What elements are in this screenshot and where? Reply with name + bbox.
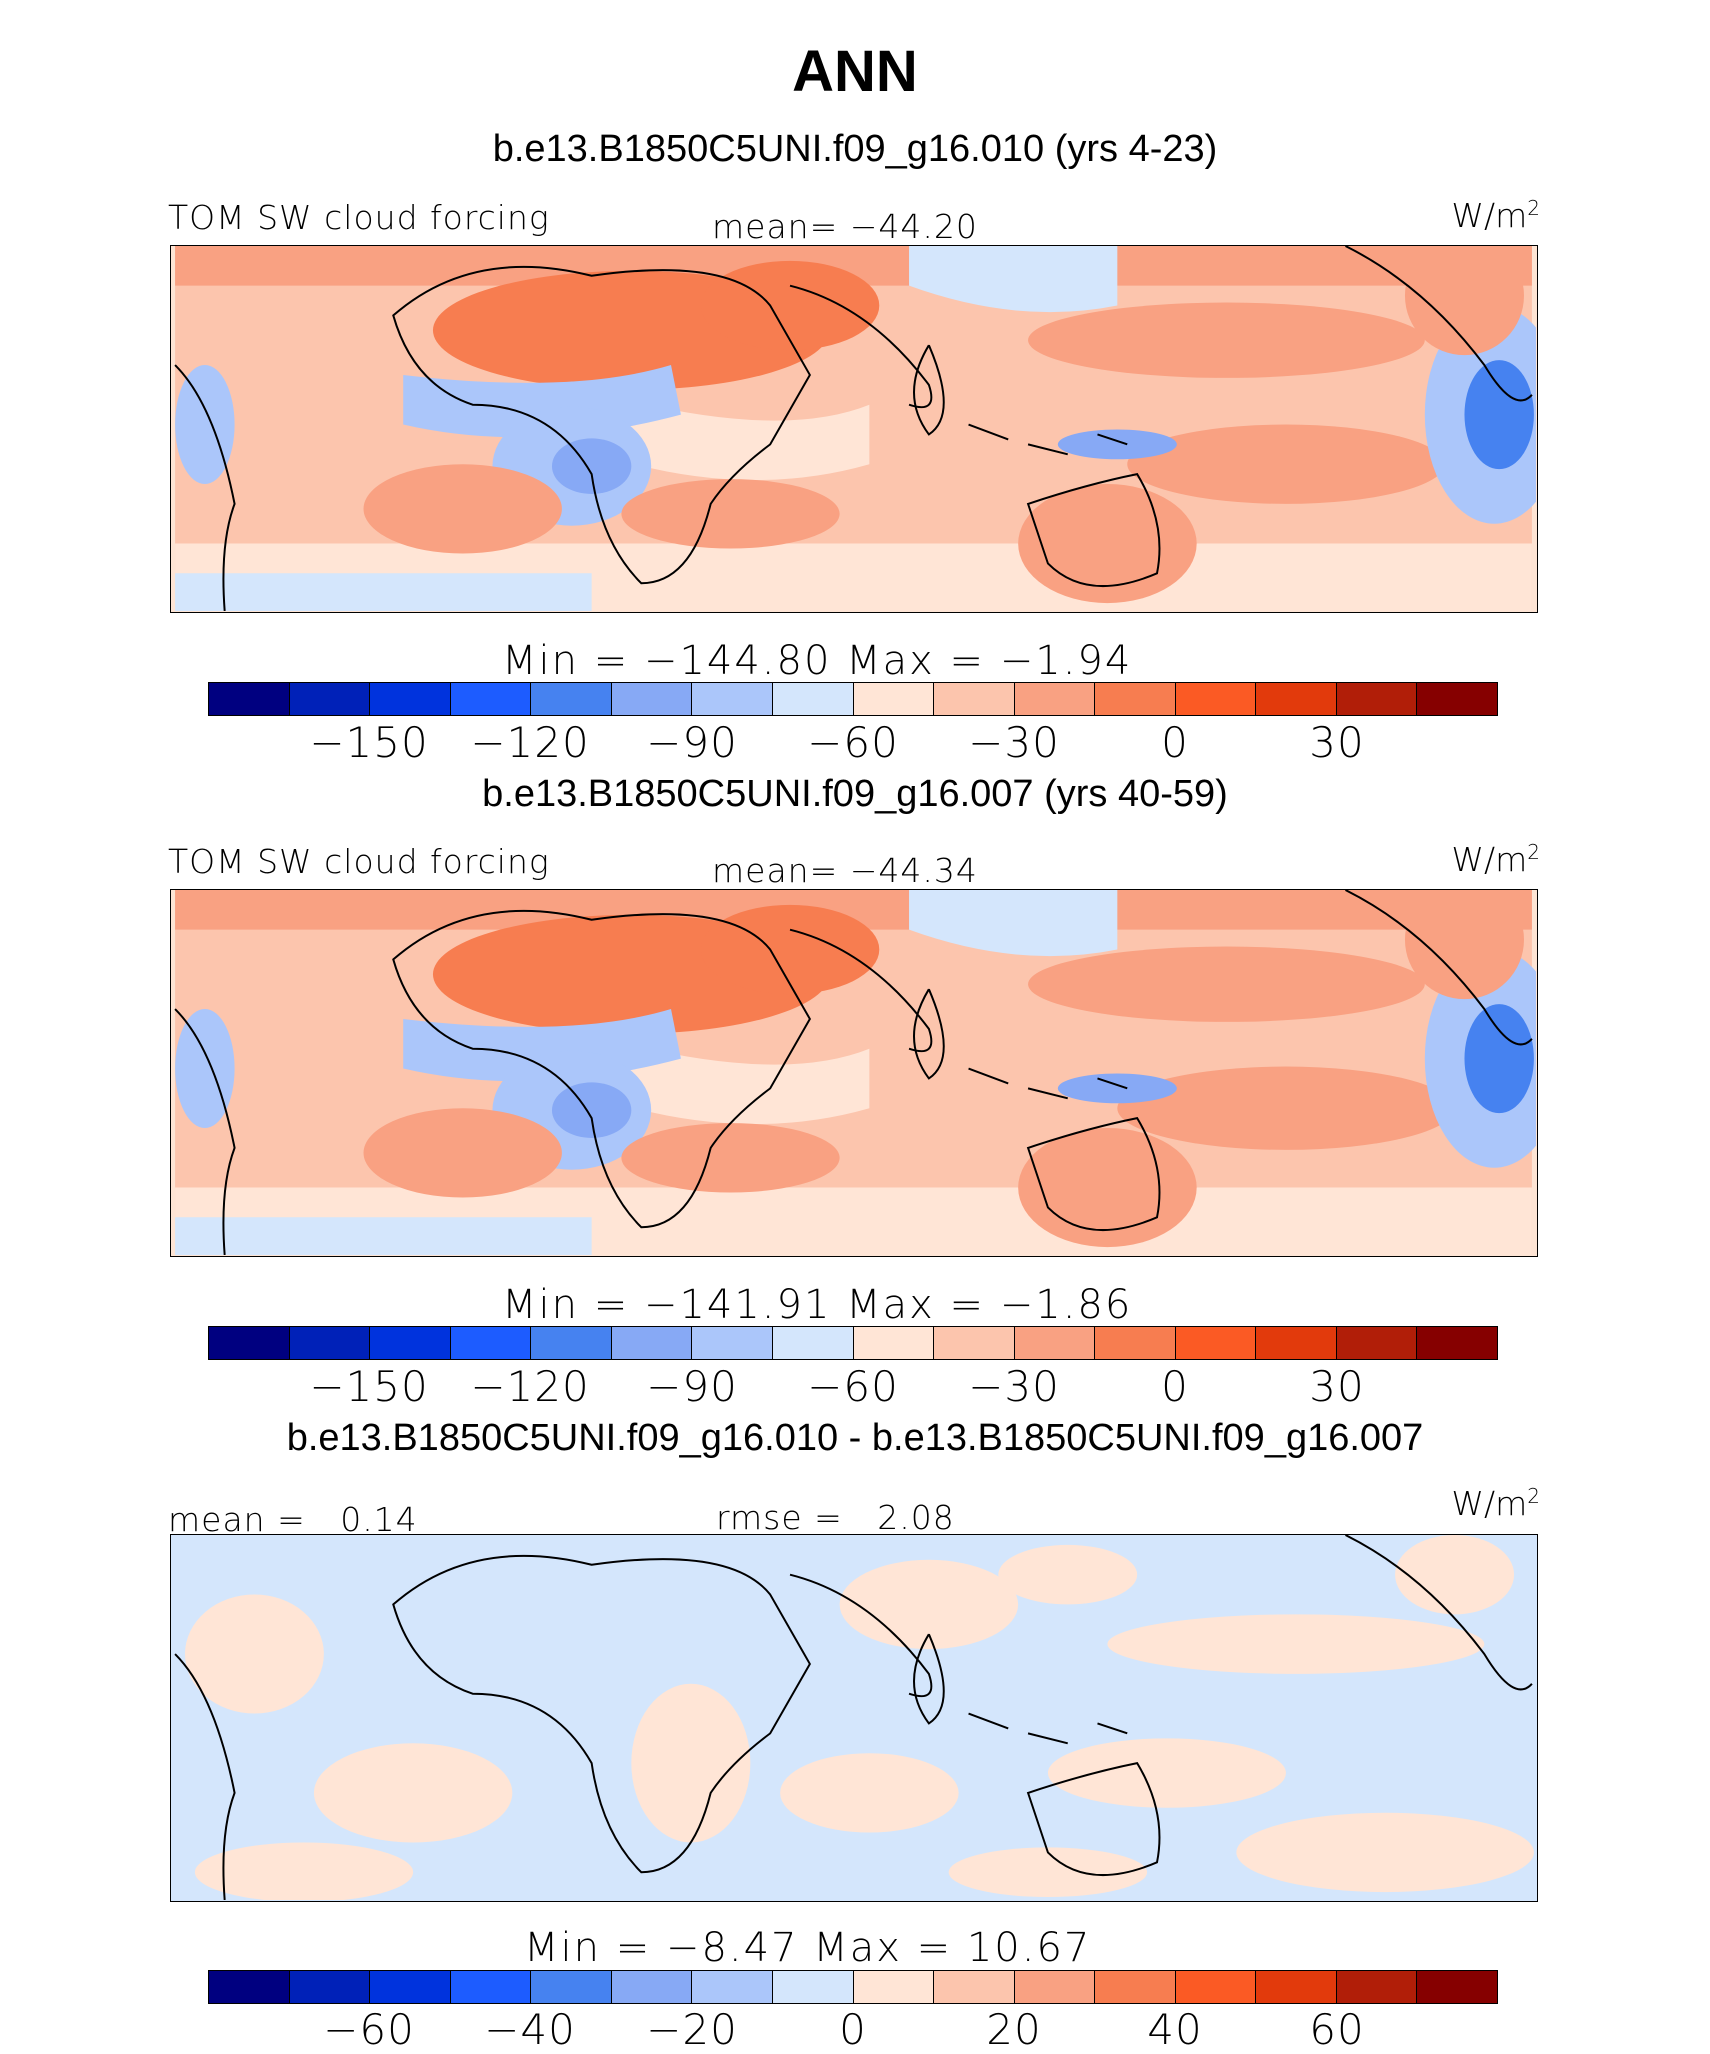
panel-2-tick-label: 30	[1309, 1362, 1365, 1411]
colorbar-box	[450, 1971, 532, 2003]
colorbar-box	[772, 1327, 854, 1359]
panel-2-tick-label: −90	[646, 1362, 738, 1411]
colorbar-box	[853, 683, 935, 715]
main-title: ANN	[792, 39, 918, 104]
colorbar-box	[209, 683, 290, 715]
colorbar-box	[1256, 683, 1337, 715]
colorbar-box	[1014, 683, 1096, 715]
colorbar-box	[1175, 683, 1257, 715]
colorbar-box	[772, 683, 854, 715]
panel-3-tick-label: −60	[323, 2005, 415, 2054]
colorbar-box	[450, 1327, 532, 1359]
panel-3-min-max: Min = −8.47 Max = 10.67	[524, 1925, 1092, 1971]
panel-2-min-max: Min = −141.91 Max = −1.86	[502, 1282, 1133, 1328]
panel-3-rmse-label: rmse = 2.08	[716, 1498, 955, 1537]
colorbar-box	[1095, 1327, 1176, 1359]
panel-3-tick-label: −20	[646, 2005, 738, 2054]
colorbar-box	[370, 683, 451, 715]
colorbar-box	[531, 1971, 612, 2003]
colorbar-box	[450, 683, 532, 715]
colorbar-box	[1256, 1327, 1337, 1359]
panel-2-units: W/m2	[1451, 840, 1540, 879]
colorbar-box	[692, 1327, 773, 1359]
panel-1-tick-label: 30	[1309, 718, 1365, 767]
colorbar-box	[1417, 683, 1497, 715]
panel-1-tick-label: −150	[309, 718, 429, 767]
colorbar-box	[1417, 1327, 1497, 1359]
panel-3-units: W/m2	[1451, 1484, 1540, 1523]
colorbar-box	[1175, 1971, 1257, 2003]
panel-3-tick-label: 40	[1147, 2005, 1203, 2054]
panel-2-tick-label: −150	[309, 1362, 429, 1411]
panel-3-case-title: b.e13.B1850C5UNI.f09_g16.010 - b.e13.B18…	[286, 1417, 1424, 1459]
panel-1-mean-label: mean= −44.20	[712, 207, 978, 246]
colorbar-box	[1336, 683, 1418, 715]
colorbar-box	[289, 1327, 371, 1359]
panel-3-tick-label: 0	[839, 2005, 867, 2054]
panel-3-tick-label: 20	[986, 2005, 1042, 2054]
panel-2-tick-label: −120	[470, 1362, 590, 1411]
panel-2-map	[170, 889, 1538, 1257]
panel-2-tick-label: −60	[807, 1362, 899, 1411]
colorbar-box	[289, 1971, 371, 2003]
colorbar-box	[1095, 1971, 1176, 2003]
colorbar-box	[370, 1971, 451, 2003]
panel-2-variable-label: TOM SW cloud forcing	[168, 842, 550, 881]
panel-1-units: W/m2	[1451, 196, 1540, 235]
colorbar-box	[934, 1971, 1015, 2003]
colorbar-box	[1095, 683, 1176, 715]
panel-1-map	[170, 245, 1538, 613]
panel-2-mean-label: mean= −44.34	[712, 851, 978, 890]
panel-1-map-canvas	[174, 246, 1536, 611]
panel-3-tick-label: −40	[484, 2005, 576, 2054]
colorbar-box	[934, 683, 1015, 715]
panel-1-case-title: b.e13.B1850C5UNI.f09_g16.010 (yrs 4-23)	[492, 128, 1218, 170]
colorbar-box	[934, 1327, 1015, 1359]
colorbar-box	[611, 683, 693, 715]
colorbar-box	[692, 1971, 773, 2003]
colorbar-box	[853, 1327, 935, 1359]
colorbar-box	[853, 1971, 935, 2003]
colorbar-box	[1336, 1327, 1418, 1359]
colorbar-box	[209, 1327, 290, 1359]
colorbar-box	[531, 683, 612, 715]
panel-3-mean-label: mean = 0.14	[168, 1500, 418, 1539]
panel-1-tick-label: 0	[1161, 718, 1189, 767]
panel-3-tick-label: 60	[1309, 2005, 1365, 2054]
panel-1-variable-label: TOM SW cloud forcing	[168, 198, 550, 237]
panel-1-tick-label: −90	[646, 718, 738, 767]
panel-3-colorbar	[208, 1970, 1498, 2004]
colorbar-box	[289, 683, 371, 715]
panel-2-tick-label: 0	[1161, 1362, 1189, 1411]
panel-2-case-title: b.e13.B1850C5UNI.f09_g16.007 (yrs 40-59)	[482, 773, 1228, 815]
colorbar-box	[1417, 1971, 1497, 2003]
colorbar-box	[1175, 1327, 1257, 1359]
panel-1-tick-label: −60	[807, 718, 899, 767]
colorbar-box	[1014, 1327, 1096, 1359]
panel-3-map-canvas	[174, 1535, 1534, 1900]
panel-1-tick-label: −30	[968, 718, 1060, 767]
colorbar-box	[531, 1327, 612, 1359]
colorbar-box	[1336, 1971, 1418, 2003]
panel-2-tick-label: −30	[968, 1362, 1060, 1411]
panel-3-map	[170, 1534, 1538, 1902]
colorbar-box	[772, 1971, 854, 2003]
colorbar-box	[1256, 1971, 1337, 2003]
colorbar-box	[209, 1971, 290, 2003]
colorbar-box	[370, 1327, 451, 1359]
panel-2-map-canvas	[174, 890, 1536, 1255]
panel-1-colorbar	[208, 682, 1498, 716]
colorbar-box	[1014, 1971, 1096, 2003]
colorbar-box	[611, 1327, 693, 1359]
panel-2-colorbar	[208, 1326, 1498, 1360]
colorbar-box	[692, 683, 773, 715]
panel-1-min-max: Min = −144.80 Max = −1.94	[502, 638, 1133, 684]
panel-1-tick-label: −120	[470, 718, 590, 767]
colorbar-box	[611, 1971, 693, 2003]
